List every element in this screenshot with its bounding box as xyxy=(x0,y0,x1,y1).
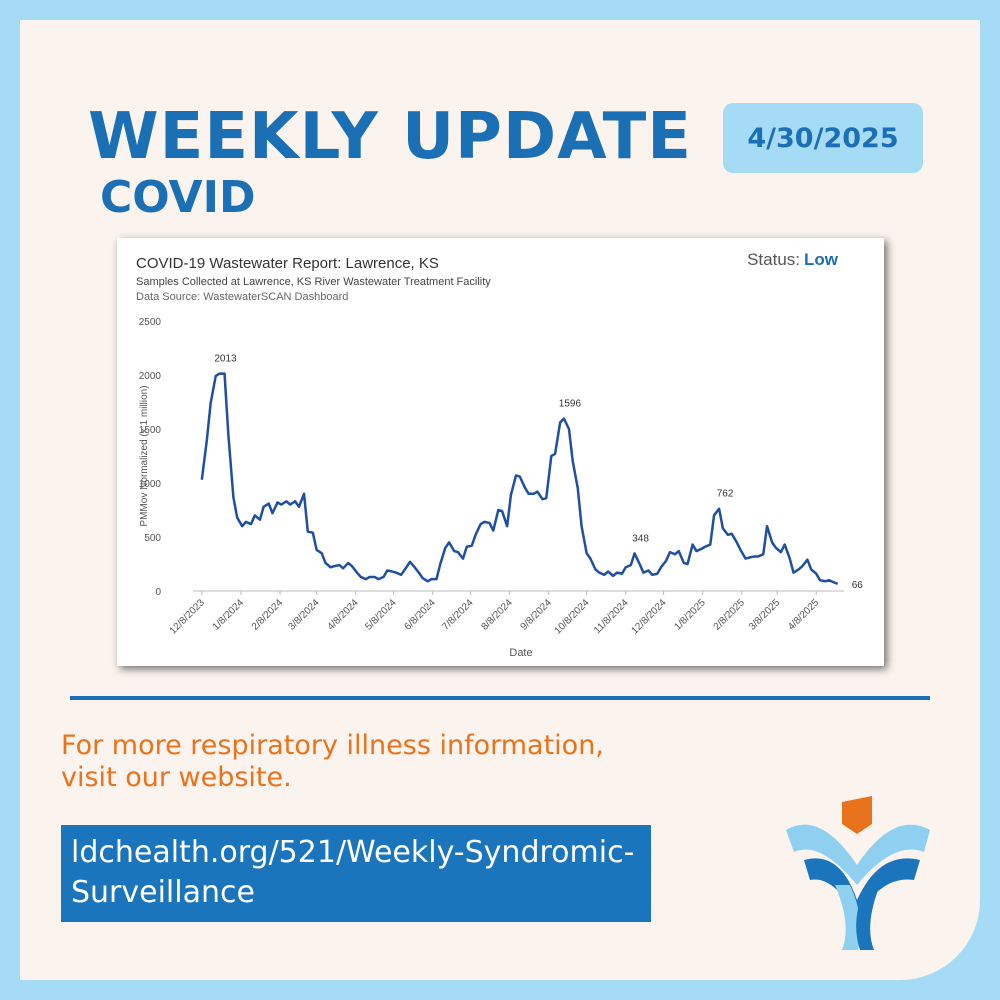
x-tick-label: 3/8/2025 xyxy=(747,597,783,633)
footer-line: For more respiratory illness information… xyxy=(61,730,604,761)
x-tick-label: 4/8/2024 xyxy=(326,597,362,633)
x-tick-label: 12/8/2023 xyxy=(168,597,208,637)
line xyxy=(200,372,839,586)
x-tick-label: 2/8/2025 xyxy=(712,597,748,633)
y-axis-label: PMMov Normalized (x 1 million) xyxy=(139,385,150,526)
chart: COVID-19 Wastewater Report: Lawrence, KS… xyxy=(136,250,864,659)
subtitle: COVID xyxy=(100,172,256,223)
chart-source: Data Source: WastewaterSCAN Dashboard xyxy=(136,291,348,303)
x-tick-label: 12/8/2024 xyxy=(629,597,669,637)
x-tick-label: 1/8/2024 xyxy=(211,597,247,633)
y-tick-label: 2500 xyxy=(139,317,162,328)
status: Low xyxy=(804,250,839,269)
y-tick-label: 2000 xyxy=(139,371,162,382)
divider xyxy=(70,696,930,700)
chart-title: COVID-19 Wastewater Report: Lawrence, KS xyxy=(136,255,439,272)
x-tick-label: 10/8/2024 xyxy=(553,597,593,637)
x-tick-label: 1/8/2025 xyxy=(673,597,709,633)
y-tick-label: 1000 xyxy=(139,479,162,490)
footer-text: For more respiratory illness information… xyxy=(61,730,604,794)
x-tick-label: 3/8/2024 xyxy=(286,597,322,633)
data-label: 348 xyxy=(632,533,649,544)
data-label: 1596 xyxy=(559,399,582,410)
y-tick-label: 500 xyxy=(144,533,161,544)
y-tick-label: 0 xyxy=(155,587,161,598)
logo xyxy=(786,796,930,950)
data-label: 2013 xyxy=(214,354,237,365)
x-axis-label: Date xyxy=(509,647,532,659)
title: WEEKLY UPDATE xyxy=(88,100,692,174)
chart-subtitle: Samples Collected at Lawrence, KS River … xyxy=(136,276,491,288)
website-link[interactable]: ldchealth.org/521/Weekly-Syndromic-Surve… xyxy=(61,825,651,922)
y-tick-label: 1500 xyxy=(139,425,162,436)
x-tick-label: 9/8/2024 xyxy=(519,597,555,633)
data-label: 762 xyxy=(717,489,734,500)
x-tick-label: 5/8/2024 xyxy=(363,597,399,633)
x-tick-label: 2/8/2024 xyxy=(250,597,286,633)
x-tick-label: 4/8/2025 xyxy=(786,597,822,633)
footer-line: visit our website. xyxy=(61,762,292,793)
date-badge: 4/30/2025 xyxy=(723,103,923,173)
date: 4/30/2025 xyxy=(747,122,899,154)
status-label: Status: xyxy=(747,250,800,269)
data-label: 66 xyxy=(852,580,864,591)
x-tick-label: 11/8/2024 xyxy=(592,597,631,636)
chart-card: COVID-19 Wastewater Report: Lawrence, KS… xyxy=(117,238,884,666)
x-tick-label: 6/8/2024 xyxy=(403,597,439,633)
x-tick-label: 7/8/2024 xyxy=(440,597,476,633)
x-tick-label: 8/8/2024 xyxy=(479,597,515,633)
